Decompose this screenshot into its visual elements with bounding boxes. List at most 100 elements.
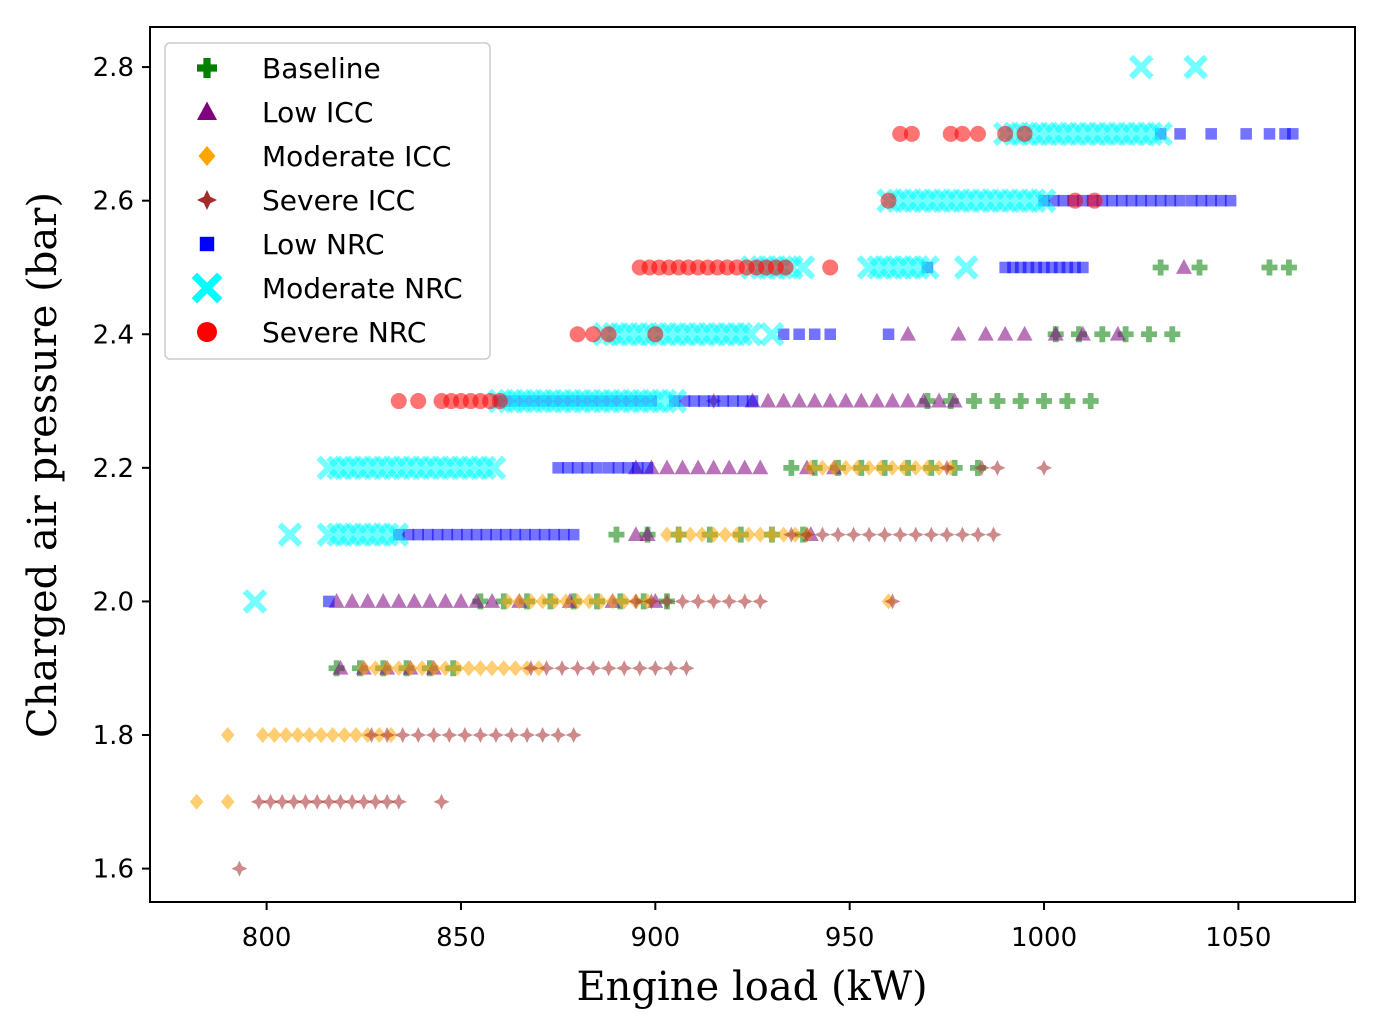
data-point: [1014, 261, 1027, 274]
data-point: [390, 393, 407, 410]
data-point: [966, 393, 983, 410]
data-point: [915, 392, 932, 408]
data-point: [1082, 393, 1099, 410]
data-point: [297, 793, 314, 810]
data-point: [1164, 326, 1181, 343]
data-point: [777, 259, 794, 276]
data-point: [421, 593, 438, 608]
data-point: [1038, 261, 1050, 274]
data-point: [837, 392, 854, 408]
data-point: [1240, 128, 1252, 140]
data-point: [1195, 194, 1208, 207]
data-point: [892, 125, 909, 142]
data-point: [406, 593, 423, 608]
data-point: [524, 593, 538, 610]
data-point: [594, 593, 608, 610]
data-point: [349, 727, 363, 744]
data-point: [441, 528, 454, 541]
data-point: [736, 459, 753, 475]
data-point: [344, 793, 361, 810]
data-point: [565, 727, 582, 744]
x-tick-label: 1050: [1205, 923, 1271, 953]
data-point: [862, 459, 876, 476]
data-point: [290, 727, 305, 744]
data-point: [441, 727, 458, 744]
data-point: [738, 321, 763, 347]
data-point: [1175, 259, 1192, 274]
data-point: [337, 727, 352, 744]
data-point: [989, 393, 1006, 410]
data-point: [899, 325, 916, 341]
x-axis-title: Engine load (kW): [576, 964, 927, 1010]
data-point: [907, 526, 924, 543]
data-point: [529, 528, 541, 541]
data-point: [977, 325, 994, 341]
data-point: [431, 528, 444, 541]
legend-marker: [197, 58, 217, 78]
data-point: [1148, 121, 1173, 147]
data-point: [706, 526, 721, 543]
data-point: [954, 526, 971, 543]
data-point: [390, 593, 407, 608]
data-point: [1057, 194, 1070, 207]
data-point: [500, 593, 515, 610]
data-point: [1279, 128, 1291, 140]
data-point: [908, 459, 923, 476]
data-point: [570, 593, 585, 610]
data-point: [997, 325, 1014, 341]
data-point: [1053, 261, 1066, 274]
plot-frame: [149, 26, 1356, 903]
data-point: [658, 593, 675, 610]
data-point: [410, 393, 427, 410]
x-tick-label: 900: [631, 923, 681, 953]
data-point: [1183, 54, 1208, 80]
data-point: [585, 660, 602, 677]
data-point: [491, 393, 508, 410]
data-point: [481, 455, 507, 481]
data-point: [698, 395, 710, 407]
data-point: [775, 392, 792, 408]
data-point: [302, 727, 317, 744]
data-point: [950, 325, 967, 341]
data-point: [705, 459, 722, 475]
data-point: [897, 459, 911, 476]
data-point: [1046, 261, 1058, 274]
data-point: [892, 526, 909, 543]
data-point: [412, 528, 424, 541]
data-point: [845, 526, 862, 543]
data-point: [1067, 192, 1084, 209]
legend-label: Low ICC: [262, 96, 373, 129]
data-point: [554, 660, 571, 677]
data-point: [662, 660, 679, 677]
y-tick-label: 2.2: [93, 454, 134, 484]
data-point: [631, 660, 648, 677]
data-point: [622, 462, 634, 474]
x-tick-label: 1000: [1011, 923, 1077, 953]
data-point: [1069, 261, 1081, 274]
data-point: [602, 462, 615, 474]
data-point: [267, 727, 282, 744]
data-point: [473, 660, 488, 677]
data-point: [585, 326, 602, 343]
y-tick-label: 1.6: [93, 855, 134, 885]
data-point: [600, 660, 617, 677]
data-point: [678, 395, 691, 407]
data-point: [760, 392, 777, 408]
data-point: [1154, 194, 1167, 207]
data-point: [1047, 325, 1064, 341]
data-point: [730, 526, 744, 543]
data-point: [534, 727, 551, 744]
data-point: [359, 593, 376, 608]
data-point: [1109, 325, 1126, 341]
data-point: [375, 593, 392, 608]
data-point: [277, 522, 303, 547]
data-point: [641, 462, 654, 474]
data-point: [822, 259, 839, 276]
data-point: [461, 660, 476, 677]
data-point: [1106, 194, 1118, 207]
legend-label: Baseline: [262, 52, 381, 85]
data-point: [426, 660, 441, 677]
data-point: [695, 526, 709, 543]
legend-label: Moderate NRC: [262, 272, 463, 305]
